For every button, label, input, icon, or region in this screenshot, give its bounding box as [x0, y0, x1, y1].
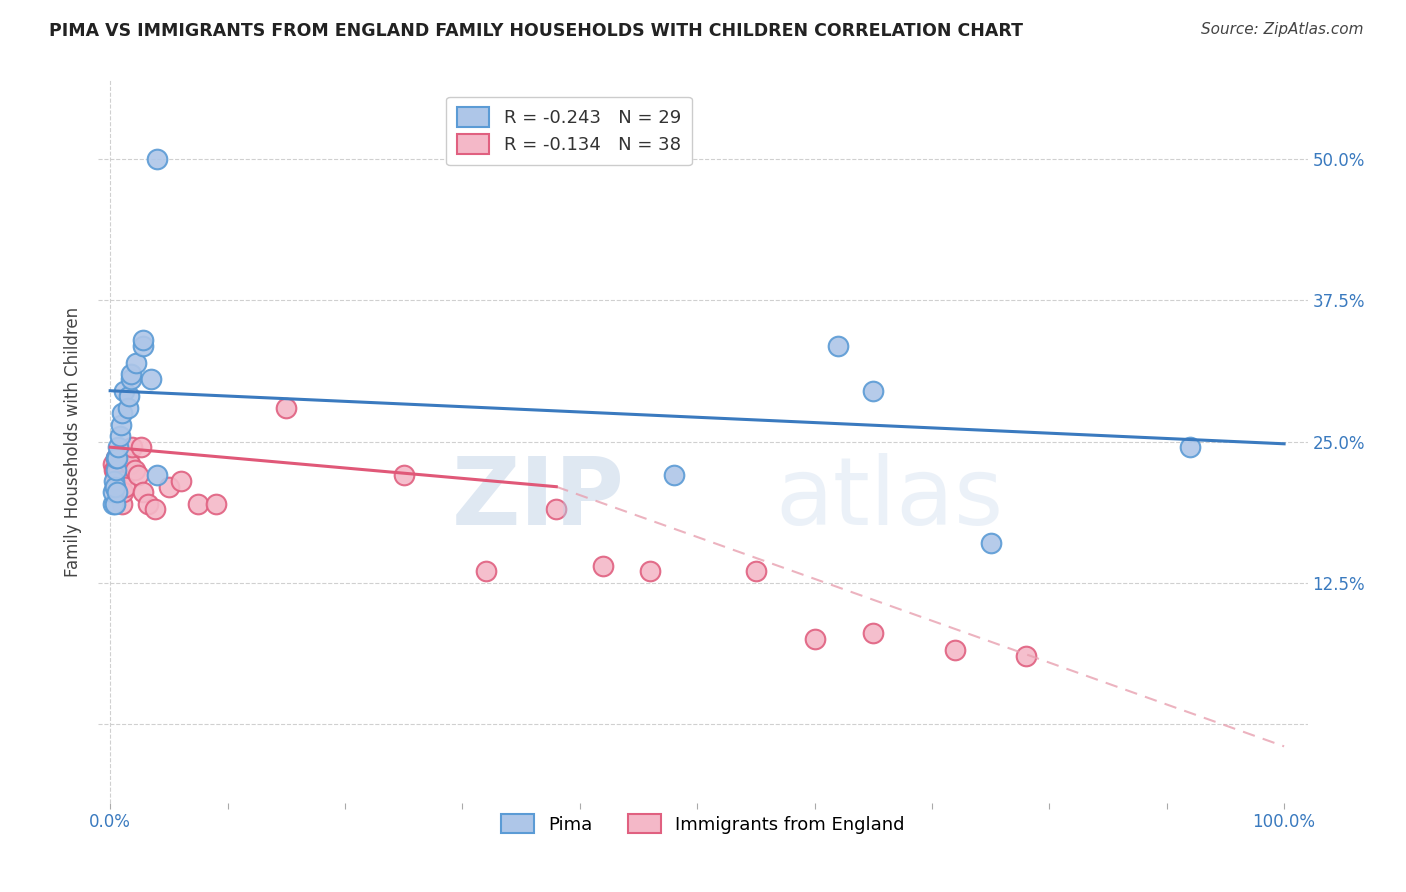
Point — [105, 485, 128, 500]
Point — [107, 440, 129, 454]
Point — [127, 468, 149, 483]
Point — [103, 474, 125, 488]
Point — [112, 485, 135, 500]
Point — [118, 389, 141, 403]
Point — [121, 440, 143, 454]
Point — [1015, 648, 1038, 663]
Y-axis label: Family Households with Children: Family Households with Children — [65, 307, 83, 576]
Point — [104, 480, 127, 494]
Point — [120, 367, 142, 381]
Point — [105, 451, 128, 466]
Point — [101, 485, 124, 500]
Point — [276, 401, 298, 415]
Point — [105, 451, 128, 466]
Point — [108, 446, 131, 460]
Point — [105, 451, 128, 466]
Point — [104, 497, 127, 511]
Point — [745, 565, 768, 579]
Point — [117, 451, 139, 466]
Point — [862, 626, 884, 640]
Text: ZIP: ZIP — [451, 453, 624, 545]
Point — [143, 502, 166, 516]
Point — [114, 480, 136, 494]
Point — [105, 468, 128, 483]
Point — [475, 565, 498, 579]
Point — [546, 502, 568, 516]
Point — [125, 355, 148, 369]
Point — [169, 474, 191, 488]
Point — [110, 474, 132, 488]
Point — [980, 536, 1002, 550]
Legend: Pima, Immigrants from England: Pima, Immigrants from England — [491, 803, 915, 845]
Point — [638, 565, 661, 579]
Point — [104, 463, 127, 477]
Point — [132, 338, 155, 352]
Point — [146, 153, 169, 167]
Point — [120, 457, 142, 471]
Point — [103, 463, 125, 477]
Point — [111, 406, 134, 420]
Point — [662, 468, 685, 483]
Point — [827, 338, 849, 352]
Point — [592, 558, 614, 573]
Point — [110, 417, 132, 432]
Point — [124, 463, 146, 477]
Point — [105, 451, 128, 466]
Text: Source: ZipAtlas.com: Source: ZipAtlas.com — [1201, 22, 1364, 37]
Point — [120, 372, 142, 386]
Point — [187, 497, 209, 511]
Point — [136, 497, 159, 511]
Text: atlas: atlas — [776, 453, 1004, 545]
Point — [101, 457, 124, 471]
Point — [803, 632, 825, 646]
Point — [945, 643, 967, 657]
Point — [862, 384, 884, 398]
Point — [1180, 440, 1202, 454]
Text: PIMA VS IMMIGRANTS FROM ENGLAND FAMILY HOUSEHOLDS WITH CHILDREN CORRELATION CHAR: PIMA VS IMMIGRANTS FROM ENGLAND FAMILY H… — [49, 22, 1024, 40]
Point — [392, 468, 415, 483]
Point — [104, 480, 127, 494]
Point — [132, 333, 155, 347]
Point — [132, 485, 155, 500]
Point — [129, 440, 152, 454]
Point — [141, 372, 163, 386]
Point — [105, 463, 128, 477]
Point — [111, 497, 134, 511]
Point — [204, 497, 226, 511]
Point — [157, 480, 180, 494]
Point — [146, 468, 169, 483]
Point — [117, 401, 139, 415]
Point — [101, 497, 124, 511]
Point — [107, 463, 129, 477]
Point — [108, 429, 131, 443]
Point — [105, 468, 128, 483]
Point — [112, 384, 135, 398]
